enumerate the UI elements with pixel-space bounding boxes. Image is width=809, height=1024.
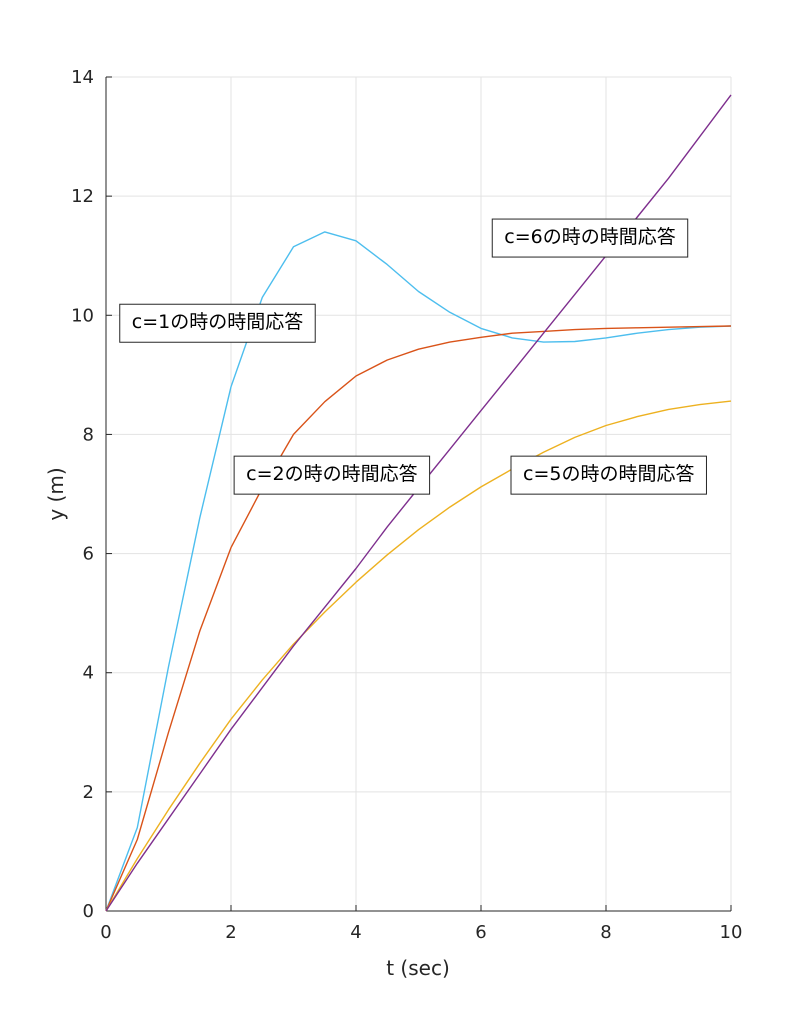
annotation-box: c=6の時の時間応答: [491, 218, 689, 258]
annotation-text: c=5の時の時間応答: [523, 463, 694, 485]
annotation-frame: [510, 455, 707, 495]
x-tick-label: 8: [600, 922, 611, 943]
y-tick-label: 14: [71, 67, 94, 88]
annotation-group: c=1の時の時間応答 c=2の時の時間応答 c=5の時の時間応答 c=6の時の時間応答: [119, 218, 707, 495]
y-tick-label: 2: [83, 782, 94, 803]
x-axis-label: t (sec): [386, 956, 450, 980]
annotation-text: c=2の時の時間応答: [246, 463, 417, 485]
series-line-2: [105, 325, 732, 912]
series-group: [105, 94, 732, 912]
x-tick-label: 4: [350, 922, 361, 943]
y-tick-label: 0: [83, 901, 94, 922]
x-tick-label: 6: [475, 922, 486, 943]
axes: 0 2 4 6 8 10 0 2 4 6 8 10 12 14: [71, 67, 742, 943]
series-line-1: [105, 231, 732, 912]
series-line-4: [105, 94, 732, 912]
y-tick-label: 6: [83, 544, 94, 565]
x-tick-label: 0: [100, 922, 111, 943]
annotation-box: c=1の時の時間応答: [119, 303, 316, 343]
annotation-text: c=1の時の時間応答: [132, 311, 303, 333]
y-tick-label: 12: [71, 186, 94, 207]
series-line-3: [105, 400, 732, 912]
y-axis-label: y (m): [44, 467, 68, 520]
annotation-frame: [119, 303, 316, 343]
y-tick-label: 10: [71, 305, 94, 326]
annotation-frame: [491, 218, 689, 258]
annotation-frame: [233, 455, 431, 495]
x-tick-label: 2: [225, 922, 236, 943]
y-tick-label: 4: [83, 663, 94, 684]
annotation-box: c=2の時の時間応答: [233, 455, 431, 495]
annotation-text: c=6の時の時間応答: [504, 226, 675, 248]
annotation-box: c=5の時の時間応答: [510, 455, 707, 495]
x-tick-label: 10: [720, 922, 743, 943]
y-tick-label: 8: [83, 424, 94, 445]
